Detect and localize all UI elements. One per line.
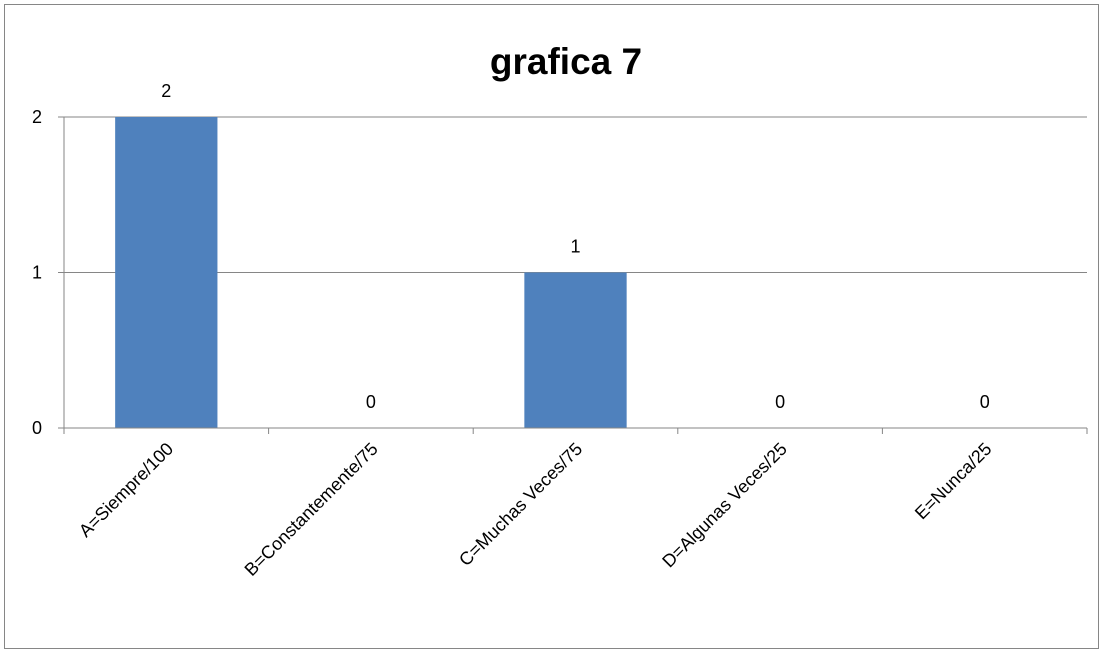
data-label: 2	[161, 81, 171, 101]
bars	[115, 117, 627, 428]
axes	[58, 116, 1088, 434]
bar-1	[115, 117, 218, 428]
data-label: 0	[980, 392, 990, 412]
x-category-label: D=Algunas Veces/25	[658, 439, 791, 572]
data-label: 0	[366, 392, 376, 412]
y-tick-label: 1	[32, 263, 42, 283]
chart-title: grafica 7	[490, 41, 642, 82]
bar-3	[524, 272, 627, 428]
y-tick-label: 0	[32, 418, 42, 438]
x-category-label: A=Siempre/100	[75, 439, 177, 541]
x-category-label: E=Nunca/25	[911, 439, 996, 524]
x-category-label: B=Constantemente/75	[241, 439, 382, 580]
y-tick-label: 2	[32, 107, 42, 127]
x-category-label: C=Muchas Veces/75	[455, 439, 586, 570]
data-label: 0	[775, 392, 785, 412]
data-label: 1	[570, 237, 580, 257]
